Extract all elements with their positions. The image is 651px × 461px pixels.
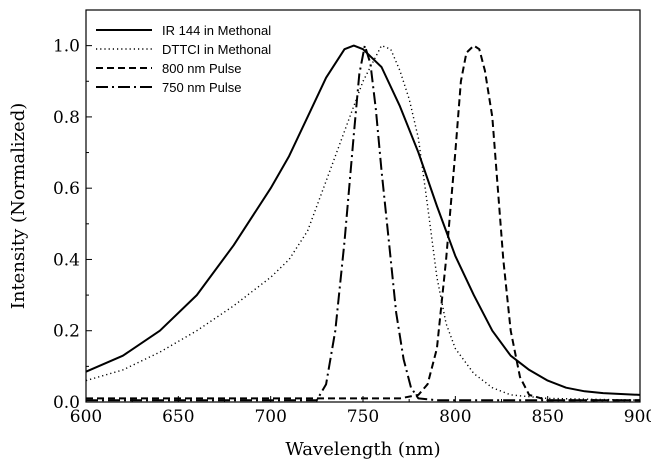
y-tick-label: 0.6 xyxy=(53,179,80,199)
x-axis-title: Wavelength (nm) xyxy=(285,439,440,460)
series-line-4 xyxy=(86,44,640,402)
x-tick-label: 700 xyxy=(254,407,286,427)
y-axis-title: Intensity (Normalized) xyxy=(8,103,29,310)
legend-label-2: DTTCI in Methonal xyxy=(162,42,271,57)
series-group xyxy=(85,44,641,402)
legend: IR 144 in Methonal DTTCI in Methonal 800 n… xyxy=(96,23,271,95)
x-tick-label: 900 xyxy=(624,407,651,427)
series-line-1 xyxy=(85,44,641,396)
x-tick-label: 600 xyxy=(70,407,102,427)
series-line-3 xyxy=(86,44,640,402)
tick-group: 600 650 700 750 800 850 900 0.0 0.2 0.4 0.6 0.8 1.0 xyxy=(53,9,651,427)
legend-label-1: IR 144 in Methonal xyxy=(162,23,271,38)
x-tick-label: 850 xyxy=(531,407,563,427)
y-tick-label: 0.8 xyxy=(53,108,80,128)
y-tick-label: 0.4 xyxy=(53,250,80,270)
series-line-2 xyxy=(85,44,641,401)
legend-label-3: 800 nm Pulse xyxy=(162,61,242,76)
x-tick-label: 750 xyxy=(347,407,379,427)
legend-label-4: 750 nm Pulse xyxy=(162,80,242,95)
y-tick-label: 0.2 xyxy=(53,322,80,342)
x-tick-label: 800 xyxy=(439,407,471,427)
y-tick-label: 1.0 xyxy=(53,37,80,57)
y-tick-label: 0.0 xyxy=(53,393,80,413)
x-tick-label: 650 xyxy=(162,407,194,427)
